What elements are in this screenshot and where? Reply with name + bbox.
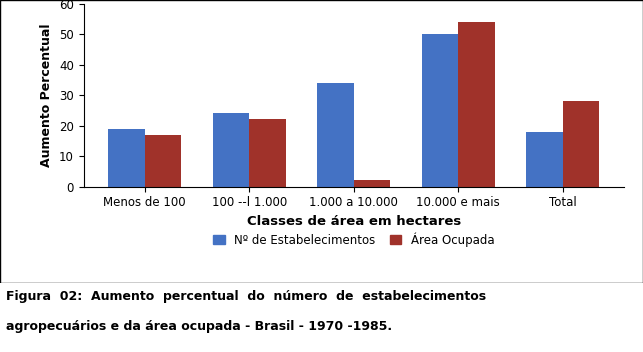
Bar bbox=[458, 22, 494, 187]
Bar bbox=[354, 181, 390, 187]
Bar bbox=[108, 128, 145, 187]
Y-axis label: Aumento Percentual: Aumento Percentual bbox=[41, 23, 53, 167]
X-axis label: Classes de área em hectares: Classes de área em hectares bbox=[246, 215, 461, 228]
Bar bbox=[422, 34, 458, 187]
Bar bbox=[317, 83, 354, 187]
Bar bbox=[145, 135, 181, 187]
Text: agropecuários e da área ocupada - Brasil - 1970 -1985.: agropecuários e da área ocupada - Brasil… bbox=[6, 320, 393, 333]
Text: Figura  02:  Aumento  percentual  do  número  de  estabelecimentos: Figura 02: Aumento percentual do número … bbox=[6, 290, 487, 303]
Bar bbox=[249, 119, 285, 187]
Bar bbox=[526, 132, 563, 187]
Legend: Nº de Estabelecimentos, Área Ocupada: Nº de Estabelecimentos, Área Ocupada bbox=[213, 232, 494, 247]
Bar bbox=[213, 113, 249, 187]
Bar bbox=[563, 101, 599, 187]
